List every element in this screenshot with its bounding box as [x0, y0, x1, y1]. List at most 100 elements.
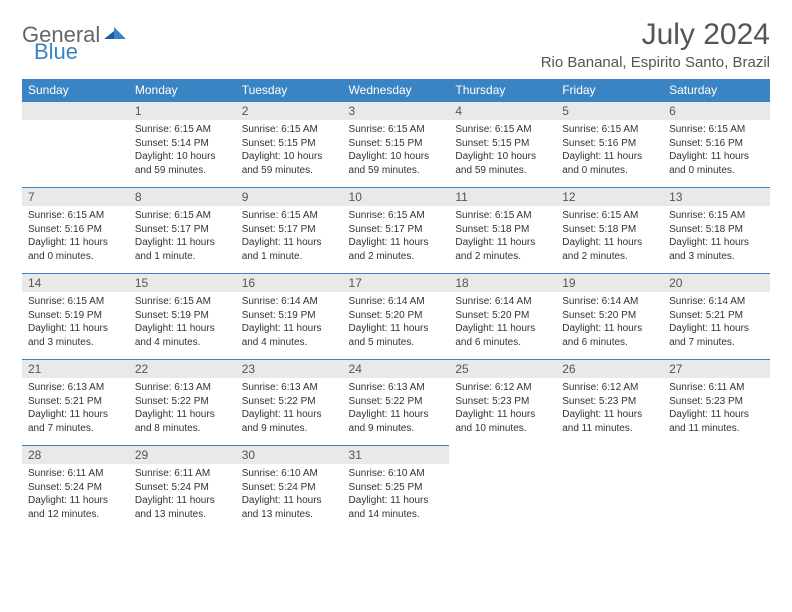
day-content: Sunrise: 6:15 AMSunset: 5:19 PMDaylight:… [129, 292, 236, 353]
calendar-row: 21Sunrise: 6:13 AMSunset: 5:21 PMDayligh… [22, 359, 770, 445]
day-number: 12 [556, 187, 663, 206]
day-number: 22 [129, 359, 236, 378]
day-number: 14 [22, 273, 129, 292]
day-number: 23 [236, 359, 343, 378]
calendar-cell: 5Sunrise: 6:15 AMSunset: 5:16 PMDaylight… [556, 101, 663, 187]
title-block: July 2024 Rio Bananal, Espirito Santo, B… [541, 18, 770, 71]
day-number: 13 [663, 187, 770, 206]
day-number: 18 [449, 273, 556, 292]
day-content: Sunrise: 6:13 AMSunset: 5:22 PMDaylight:… [129, 378, 236, 439]
day-header: Monday [129, 79, 236, 101]
day-content: Sunrise: 6:15 AMSunset: 5:14 PMDaylight:… [129, 120, 236, 181]
day-number: 10 [343, 187, 450, 206]
day-number: 9 [236, 187, 343, 206]
day-number: 11 [449, 187, 556, 206]
day-content: Sunrise: 6:15 AMSunset: 5:15 PMDaylight:… [236, 120, 343, 181]
day-content: Sunrise: 6:15 AMSunset: 5:17 PMDaylight:… [343, 206, 450, 267]
day-content: Sunrise: 6:15 AMSunset: 5:15 PMDaylight:… [449, 120, 556, 181]
calendar-cell: 24Sunrise: 6:13 AMSunset: 5:22 PMDayligh… [343, 359, 450, 445]
day-number: 30 [236, 445, 343, 464]
calendar-cell: 13Sunrise: 6:15 AMSunset: 5:18 PMDayligh… [663, 187, 770, 273]
calendar-cell: 11Sunrise: 6:15 AMSunset: 5:18 PMDayligh… [449, 187, 556, 273]
day-content: Sunrise: 6:10 AMSunset: 5:24 PMDaylight:… [236, 464, 343, 525]
day-number: 15 [129, 273, 236, 292]
day-content: Sunrise: 6:14 AMSunset: 5:20 PMDaylight:… [343, 292, 450, 353]
calendar-cell: 22Sunrise: 6:13 AMSunset: 5:22 PMDayligh… [129, 359, 236, 445]
calendar-cell: 15Sunrise: 6:15 AMSunset: 5:19 PMDayligh… [129, 273, 236, 359]
day-header: Friday [556, 79, 663, 101]
calendar-cell: 14Sunrise: 6:15 AMSunset: 5:19 PMDayligh… [22, 273, 129, 359]
day-content: Sunrise: 6:13 AMSunset: 5:21 PMDaylight:… [22, 378, 129, 439]
location: Rio Bananal, Espirito Santo, Brazil [541, 54, 770, 71]
day-content: Sunrise: 6:15 AMSunset: 5:18 PMDaylight:… [556, 206, 663, 267]
day-content: Sunrise: 6:14 AMSunset: 5:20 PMDaylight:… [556, 292, 663, 353]
calendar-cell: 17Sunrise: 6:14 AMSunset: 5:20 PMDayligh… [343, 273, 450, 359]
day-content: Sunrise: 6:11 AMSunset: 5:23 PMDaylight:… [663, 378, 770, 439]
calendar-cell: 29Sunrise: 6:11 AMSunset: 5:24 PMDayligh… [129, 445, 236, 531]
day-header: Sunday [22, 79, 129, 101]
day-number: 2 [236, 101, 343, 120]
day-number: 25 [449, 359, 556, 378]
day-content: Sunrise: 6:13 AMSunset: 5:22 PMDaylight:… [343, 378, 450, 439]
calendar-cell: 16Sunrise: 6:14 AMSunset: 5:19 PMDayligh… [236, 273, 343, 359]
day-header: Thursday [449, 79, 556, 101]
day-content: Sunrise: 6:15 AMSunset: 5:16 PMDaylight:… [556, 120, 663, 181]
empty-day-strip [22, 101, 129, 120]
day-number: 19 [556, 273, 663, 292]
calendar-cell [663, 445, 770, 531]
day-content: Sunrise: 6:14 AMSunset: 5:21 PMDaylight:… [663, 292, 770, 353]
day-content: Sunrise: 6:12 AMSunset: 5:23 PMDaylight:… [449, 378, 556, 439]
day-content: Sunrise: 6:15 AMSunset: 5:15 PMDaylight:… [343, 120, 450, 181]
day-number: 21 [22, 359, 129, 378]
calendar-cell: 23Sunrise: 6:13 AMSunset: 5:22 PMDayligh… [236, 359, 343, 445]
calendar-cell: 3Sunrise: 6:15 AMSunset: 5:15 PMDaylight… [343, 101, 450, 187]
calendar-cell: 21Sunrise: 6:13 AMSunset: 5:21 PMDayligh… [22, 359, 129, 445]
day-number: 8 [129, 187, 236, 206]
day-number: 20 [663, 273, 770, 292]
calendar-body: 1Sunrise: 6:15 AMSunset: 5:14 PMDaylight… [22, 101, 770, 531]
logo-text-blue: Blue [34, 39, 78, 64]
calendar-cell [556, 445, 663, 531]
day-number: 3 [343, 101, 450, 120]
calendar-cell: 26Sunrise: 6:12 AMSunset: 5:23 PMDayligh… [556, 359, 663, 445]
calendar-cell: 9Sunrise: 6:15 AMSunset: 5:17 PMDaylight… [236, 187, 343, 273]
calendar-cell: 8Sunrise: 6:15 AMSunset: 5:17 PMDaylight… [129, 187, 236, 273]
day-content: Sunrise: 6:12 AMSunset: 5:23 PMDaylight:… [556, 378, 663, 439]
calendar-table: SundayMondayTuesdayWednesdayThursdayFrid… [22, 79, 770, 531]
day-content: Sunrise: 6:15 AMSunset: 5:19 PMDaylight:… [22, 292, 129, 353]
calendar-cell: 28Sunrise: 6:11 AMSunset: 5:24 PMDayligh… [22, 445, 129, 531]
calendar-cell: 20Sunrise: 6:14 AMSunset: 5:21 PMDayligh… [663, 273, 770, 359]
day-number: 7 [22, 187, 129, 206]
day-number: 27 [663, 359, 770, 378]
calendar-cell: 30Sunrise: 6:10 AMSunset: 5:24 PMDayligh… [236, 445, 343, 531]
day-number: 24 [343, 359, 450, 378]
day-number: 1 [129, 101, 236, 120]
day-content: Sunrise: 6:15 AMSunset: 5:16 PMDaylight:… [663, 120, 770, 181]
calendar-cell: 2Sunrise: 6:15 AMSunset: 5:15 PMDaylight… [236, 101, 343, 187]
day-content: Sunrise: 6:15 AMSunset: 5:17 PMDaylight:… [236, 206, 343, 267]
day-number: 16 [236, 273, 343, 292]
calendar-cell: 1Sunrise: 6:15 AMSunset: 5:14 PMDaylight… [129, 101, 236, 187]
day-content: Sunrise: 6:15 AMSunset: 5:18 PMDaylight:… [449, 206, 556, 267]
day-header: Tuesday [236, 79, 343, 101]
day-number: 28 [22, 445, 129, 464]
day-content: Sunrise: 6:15 AMSunset: 5:17 PMDaylight:… [129, 206, 236, 267]
calendar-cell: 27Sunrise: 6:11 AMSunset: 5:23 PMDayligh… [663, 359, 770, 445]
calendar-cell: 12Sunrise: 6:15 AMSunset: 5:18 PMDayligh… [556, 187, 663, 273]
calendar-row: 28Sunrise: 6:11 AMSunset: 5:24 PMDayligh… [22, 445, 770, 531]
day-content: Sunrise: 6:15 AMSunset: 5:18 PMDaylight:… [663, 206, 770, 267]
calendar-row: 14Sunrise: 6:15 AMSunset: 5:19 PMDayligh… [22, 273, 770, 359]
day-header: Wednesday [343, 79, 450, 101]
day-content: Sunrise: 6:14 AMSunset: 5:20 PMDaylight:… [449, 292, 556, 353]
month-title: July 2024 [541, 18, 770, 52]
day-content: Sunrise: 6:10 AMSunset: 5:25 PMDaylight:… [343, 464, 450, 525]
calendar-cell: 10Sunrise: 6:15 AMSunset: 5:17 PMDayligh… [343, 187, 450, 273]
day-content: Sunrise: 6:11 AMSunset: 5:24 PMDaylight:… [22, 464, 129, 525]
day-number: 17 [343, 273, 450, 292]
calendar-cell: 19Sunrise: 6:14 AMSunset: 5:20 PMDayligh… [556, 273, 663, 359]
day-content: Sunrise: 6:14 AMSunset: 5:19 PMDaylight:… [236, 292, 343, 353]
day-number: 6 [663, 101, 770, 120]
day-number: 31 [343, 445, 450, 464]
day-header-row: SundayMondayTuesdayWednesdayThursdayFrid… [22, 79, 770, 101]
day-number: 26 [556, 359, 663, 378]
